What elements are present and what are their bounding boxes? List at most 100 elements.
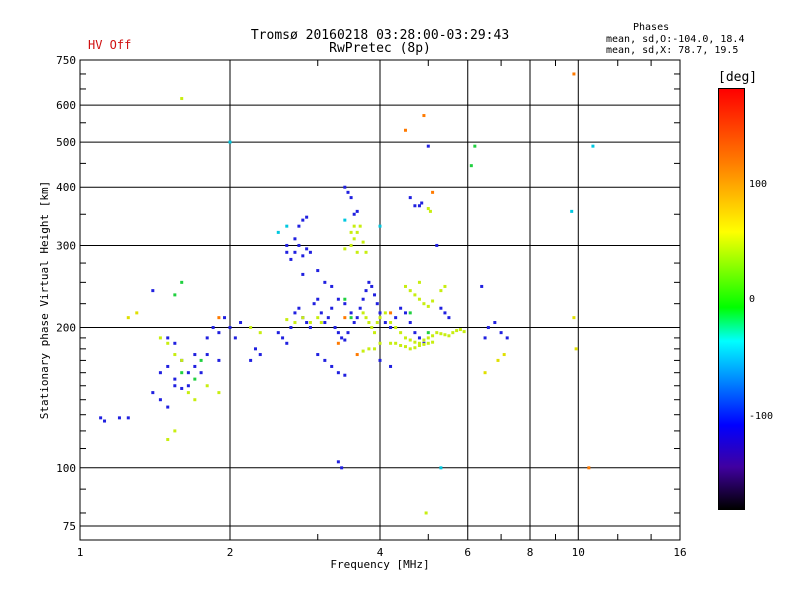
- data-point: [417, 343, 421, 347]
- data-point: [403, 336, 407, 340]
- data-point: [417, 204, 421, 208]
- data-point: [361, 240, 365, 244]
- data-point: [403, 128, 407, 132]
- data-point: [173, 293, 177, 297]
- data-point: [285, 318, 289, 322]
- y-tick-label: 500: [56, 136, 76, 149]
- data-point: [426, 144, 430, 148]
- data-point: [316, 353, 320, 357]
- data-point: [408, 347, 412, 351]
- data-point: [383, 311, 387, 315]
- data-point: [343, 218, 347, 222]
- data-point: [289, 257, 293, 261]
- data-point: [336, 371, 340, 375]
- axis-ticks: 1 2 4 6 8 10 16 75 100 200 300 400 500 600 750: [56, 54, 687, 559]
- data-point: [389, 364, 393, 368]
- data-point: [249, 358, 253, 362]
- data-point: [180, 358, 184, 362]
- data-point: [211, 326, 215, 330]
- data-point: [186, 371, 190, 375]
- data-point: [422, 302, 426, 306]
- data-point: [493, 321, 497, 325]
- data-point: [253, 347, 257, 351]
- data-point: [574, 347, 578, 351]
- data-point: [186, 384, 190, 388]
- data-point: [228, 326, 232, 330]
- data-point: [343, 185, 347, 189]
- data-point: [285, 224, 289, 228]
- data-point: [572, 72, 576, 76]
- data-point: [413, 293, 417, 297]
- data-point: [336, 297, 340, 301]
- data-point: [166, 364, 170, 368]
- data-point: [413, 331, 417, 335]
- data-point: [403, 345, 407, 349]
- data-point: [483, 371, 487, 375]
- data-point: [343, 316, 347, 320]
- data-point: [375, 321, 379, 325]
- data-point: [193, 377, 197, 381]
- data-point: [349, 230, 353, 234]
- data-point: [316, 297, 320, 301]
- data-point: [193, 398, 197, 402]
- data-point: [439, 306, 443, 310]
- data-point: [399, 331, 403, 335]
- data-point: [591, 144, 595, 148]
- data-point: [408, 289, 412, 293]
- data-point: [316, 269, 320, 273]
- data-point: [370, 326, 374, 330]
- data-point: [223, 316, 227, 320]
- data-point: [349, 196, 353, 200]
- data-point: [383, 321, 387, 325]
- data-point: [285, 243, 289, 247]
- data-point: [435, 243, 439, 247]
- data-point: [180, 280, 184, 284]
- data-point: [285, 341, 289, 345]
- data-point: [439, 332, 443, 336]
- data-point: [431, 299, 435, 303]
- y-tick-label: 75: [63, 520, 76, 533]
- data-point: [483, 336, 487, 340]
- data-point: [258, 331, 262, 335]
- data-point: [473, 144, 477, 148]
- x-tick-label: 1: [77, 546, 84, 559]
- data-point: [378, 358, 382, 362]
- data-point: [378, 224, 382, 228]
- data-point: [403, 284, 407, 288]
- data-point: [447, 334, 451, 338]
- data-point: [180, 371, 184, 375]
- data-point: [420, 201, 424, 205]
- data-point: [364, 289, 368, 293]
- data-point: [358, 306, 362, 310]
- data-point: [186, 391, 190, 395]
- x-tick-label: 2: [227, 546, 234, 559]
- y-tick-label: 750: [56, 54, 76, 67]
- data-point: [333, 326, 337, 330]
- data-point: [572, 316, 576, 320]
- data-point: [389, 326, 393, 330]
- data-point: [308, 321, 312, 325]
- data-point: [413, 346, 417, 350]
- data-point: [305, 321, 309, 325]
- data-points: [99, 72, 595, 515]
- data-point: [378, 316, 382, 320]
- data-point: [293, 237, 297, 241]
- data-point: [364, 316, 368, 320]
- data-point: [276, 230, 280, 234]
- data-point: [443, 333, 447, 337]
- phases-x-stats: mean, sd,X: 78.7, 19.5: [606, 45, 739, 56]
- data-point: [276, 331, 280, 335]
- data-point: [462, 330, 466, 334]
- data-point: [258, 353, 262, 357]
- data-point: [426, 304, 430, 308]
- data-point: [233, 336, 237, 340]
- data-point: [499, 331, 503, 335]
- data-point: [352, 224, 356, 228]
- x-tick-label: 6: [464, 546, 471, 559]
- data-point: [428, 209, 432, 213]
- data-point: [297, 306, 301, 310]
- colorbar-label: [deg]: [718, 70, 758, 85]
- data-point: [443, 311, 447, 315]
- data-point: [361, 297, 365, 301]
- data-point: [151, 289, 155, 293]
